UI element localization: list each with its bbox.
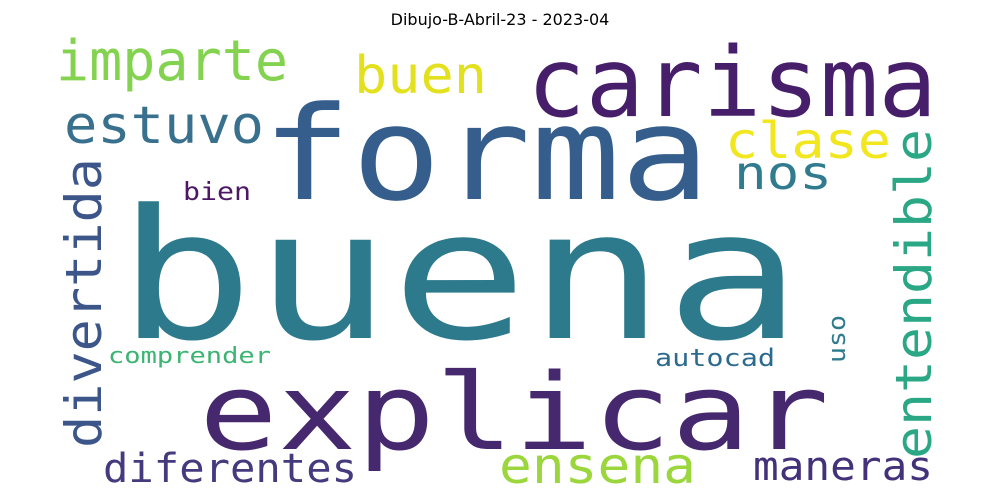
word-divertida: divertida	[55, 158, 113, 448]
word-bien: bien	[183, 177, 251, 206]
word-forma: forma	[262, 78, 710, 230]
word-estuvo: estuvo	[64, 96, 264, 156]
word-ensena: ensena	[499, 437, 696, 495]
word-maneras: maneras	[753, 444, 933, 490]
word-clase: clase	[725, 112, 891, 170]
word-buen: buen	[354, 46, 487, 106]
word-buena: buena	[117, 172, 802, 381]
word-uso: uso	[823, 315, 851, 363]
word-diferentes: diferentes	[103, 446, 357, 492]
word-carisma: carisma	[527, 27, 937, 139]
word-nos: nos	[734, 146, 832, 200]
chart-title: Dibujo-B-Abril-23 - 2023-04	[390, 10, 610, 29]
word-comprender: comprender	[108, 344, 271, 369]
word-entendible: entendible	[885, 129, 943, 459]
word-explicar: explicar	[199, 351, 829, 474]
word-autocad: autocad	[655, 344, 775, 372]
word-imparte: imparte	[56, 29, 288, 94]
